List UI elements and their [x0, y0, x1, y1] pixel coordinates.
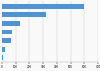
Bar: [2, 12, 46, 17]
Bar: [2, 21, 20, 26]
Bar: [2, 55, 3, 60]
Bar: [2, 30, 12, 34]
Bar: [2, 4, 84, 9]
Bar: [2, 47, 5, 52]
Bar: [2, 38, 11, 43]
